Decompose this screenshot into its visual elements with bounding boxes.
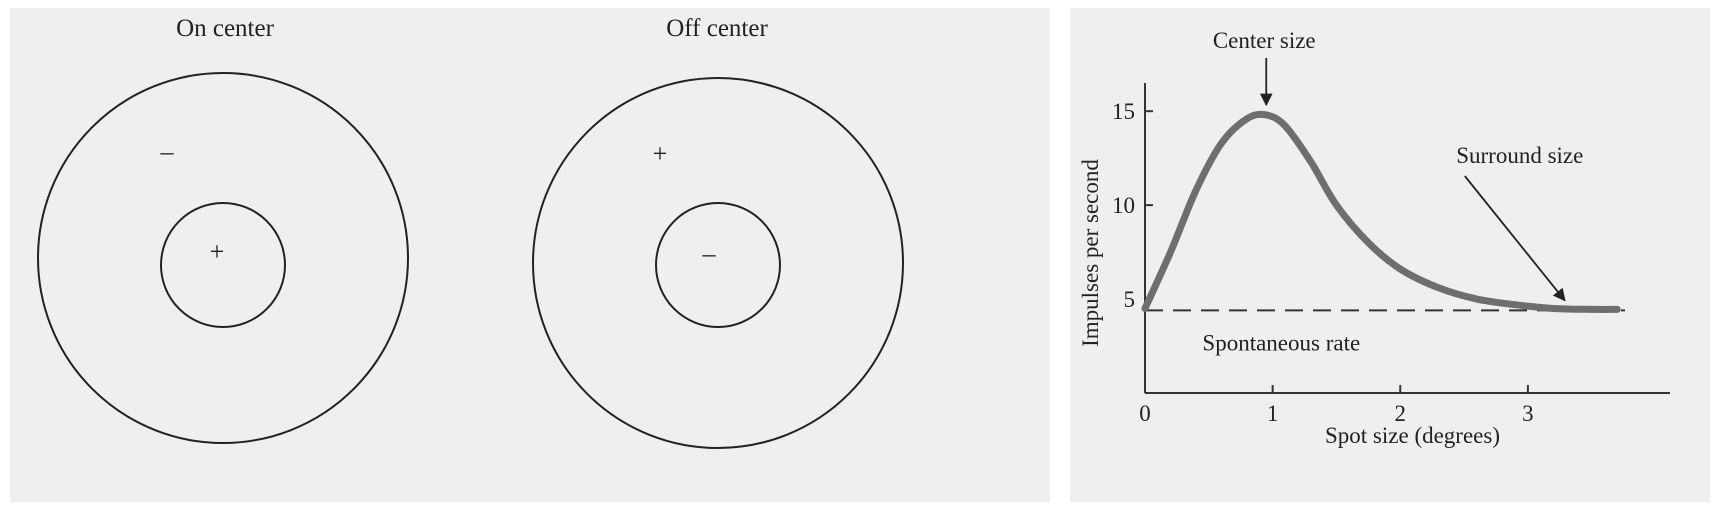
- axis-ticks: 0 1 2 3 5 10 15: [1112, 99, 1534, 426]
- on-center-surround-circle: [37, 72, 409, 444]
- x-axis-label: Spot size (degrees): [1325, 423, 1500, 448]
- y-tick-label: 5: [1124, 287, 1136, 312]
- on-center-field: On center – +: [37, 15, 409, 444]
- off-center-surround-circle: [532, 77, 904, 449]
- response-chart-panel: 0 1 2 3 5 10 15 Spontaneous rate Center size S…: [1070, 8, 1710, 502]
- surround-size-arrow: [1464, 175, 1566, 302]
- x-tick-label: 0: [1139, 401, 1151, 426]
- y-tick-label: 10: [1112, 193, 1135, 218]
- on-center-center-sign: +: [210, 237, 225, 266]
- off-center-surround-sign: +: [653, 139, 668, 168]
- x-tick-label: 3: [1522, 401, 1534, 426]
- spontaneous-rate-label: Spontaneous rate: [1202, 330, 1360, 355]
- center-size-annotation: Center size: [1213, 28, 1316, 53]
- off-center-title: Off center: [666, 15, 768, 42]
- receptive-fields-svg: On center – + Off center + –: [37, 15, 904, 449]
- surround-size-annotation: Surround size: [1456, 143, 1583, 168]
- response-curve: [1141, 110, 1621, 313]
- response-chart: 0 1 2 3 5 10 15 Spontaneous rate Center size S…: [1078, 28, 1670, 448]
- x-tick-label: 2: [1395, 401, 1407, 426]
- off-center-center-circle: [655, 202, 781, 328]
- y-tick-label: 15: [1112, 99, 1135, 124]
- off-center-center-sign: –: [702, 239, 717, 268]
- on-center-center-circle: [160, 202, 286, 328]
- receptive-fields-panel: On center – + Off center + –: [10, 8, 1050, 502]
- x-tick-label: 1: [1267, 401, 1279, 426]
- on-center-surround-sign: –: [160, 137, 175, 166]
- on-center-title: On center: [176, 15, 275, 42]
- y-axis-label: Impulses per second: [1078, 159, 1103, 347]
- off-center-field: Off center + –: [532, 15, 904, 449]
